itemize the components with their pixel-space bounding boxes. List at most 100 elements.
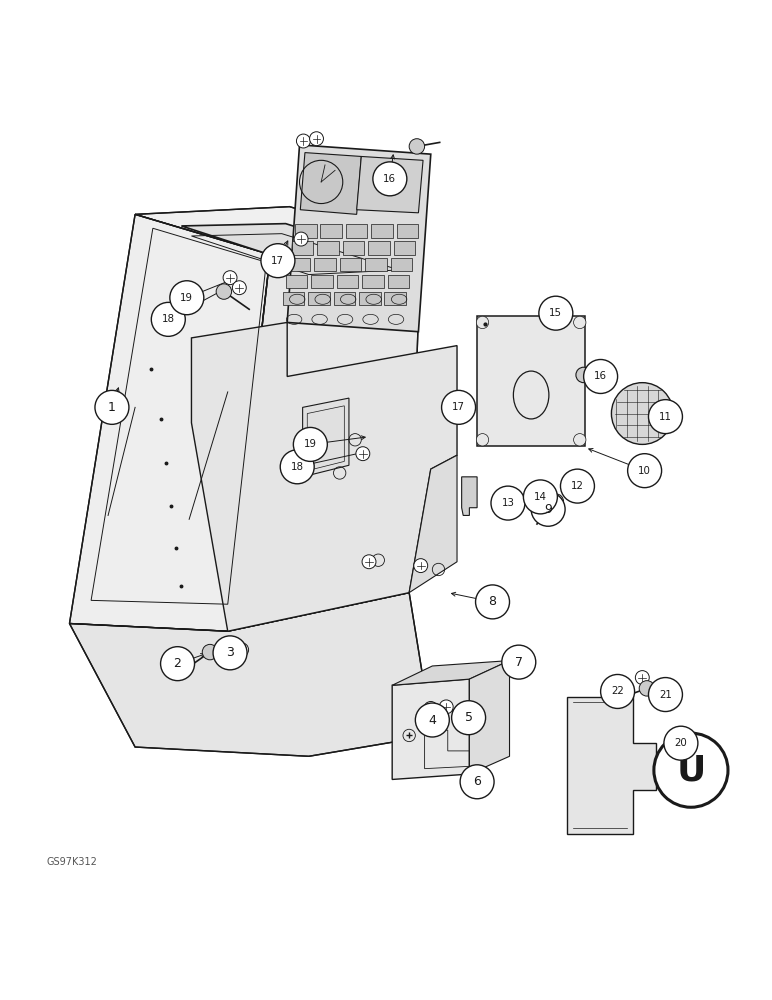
Text: 18: 18 [291,462,303,472]
Text: 21: 21 [659,690,672,700]
Text: 9: 9 [544,503,552,516]
Circle shape [576,367,591,383]
Text: 18: 18 [162,314,174,324]
Circle shape [548,494,564,509]
Circle shape [373,162,407,196]
Circle shape [476,585,510,619]
Polygon shape [346,224,367,238]
Circle shape [151,302,185,336]
Polygon shape [181,224,409,266]
Text: 16: 16 [594,371,607,381]
Circle shape [235,643,249,657]
Circle shape [476,316,489,329]
Text: 2: 2 [174,657,181,670]
Circle shape [216,284,232,299]
Circle shape [450,402,464,416]
Polygon shape [409,455,457,593]
Circle shape [539,296,573,330]
Circle shape [310,132,323,146]
Circle shape [601,674,635,708]
Circle shape [280,450,314,484]
Polygon shape [392,679,469,779]
Text: 1: 1 [108,401,116,414]
Polygon shape [340,258,361,271]
Polygon shape [391,258,412,271]
Circle shape [223,271,237,285]
Text: 12: 12 [571,481,584,491]
Polygon shape [365,258,387,271]
Polygon shape [311,275,333,288]
Circle shape [531,492,565,526]
Text: 16: 16 [384,174,396,184]
Circle shape [261,244,295,278]
Circle shape [232,281,246,295]
Polygon shape [388,275,409,288]
Text: GS97K312: GS97K312 [46,857,97,867]
Polygon shape [228,245,421,631]
Circle shape [460,765,494,799]
Text: 15: 15 [550,308,562,318]
Circle shape [170,281,204,315]
Circle shape [415,703,449,737]
Polygon shape [317,241,339,255]
Polygon shape [343,241,364,255]
Text: 8: 8 [489,595,496,608]
Circle shape [293,427,327,461]
Text: 17: 17 [452,402,465,412]
Polygon shape [314,258,336,271]
Circle shape [628,454,662,488]
Polygon shape [371,224,393,238]
Polygon shape [357,156,423,213]
Circle shape [574,434,586,446]
Circle shape [635,671,649,685]
Circle shape [356,447,370,461]
Polygon shape [191,322,457,631]
Circle shape [452,701,486,735]
Text: 7: 7 [515,656,523,669]
Circle shape [611,383,673,444]
Text: U: U [676,753,706,787]
Circle shape [491,486,525,520]
Polygon shape [392,661,510,685]
Circle shape [648,400,682,434]
Polygon shape [289,258,310,271]
Circle shape [424,701,438,715]
Circle shape [493,493,507,507]
Circle shape [639,681,655,696]
Text: 10: 10 [638,466,651,476]
Polygon shape [477,316,585,446]
Text: 4: 4 [428,714,436,727]
Circle shape [95,390,129,424]
Polygon shape [368,241,390,255]
Text: 5: 5 [465,711,472,724]
Circle shape [502,645,536,679]
Circle shape [161,647,195,681]
Circle shape [560,469,594,503]
Polygon shape [462,477,477,515]
Polygon shape [300,153,361,214]
Circle shape [664,726,698,760]
Text: 11: 11 [659,412,672,422]
Polygon shape [69,593,432,756]
Polygon shape [359,292,381,305]
Circle shape [414,559,428,573]
Polygon shape [397,224,418,238]
Polygon shape [469,661,510,774]
Polygon shape [69,214,270,631]
Text: 6: 6 [473,775,481,788]
Circle shape [654,733,728,807]
Polygon shape [334,292,355,305]
Polygon shape [362,275,384,288]
Text: 19: 19 [304,439,317,449]
Polygon shape [394,241,415,255]
Polygon shape [295,224,317,238]
Circle shape [648,678,682,712]
Text: 14: 14 [534,492,547,502]
Circle shape [584,359,618,393]
Text: 22: 22 [611,686,624,696]
Circle shape [202,644,218,660]
Polygon shape [384,292,406,305]
Circle shape [409,139,425,154]
Circle shape [213,636,247,670]
Polygon shape [292,241,313,255]
